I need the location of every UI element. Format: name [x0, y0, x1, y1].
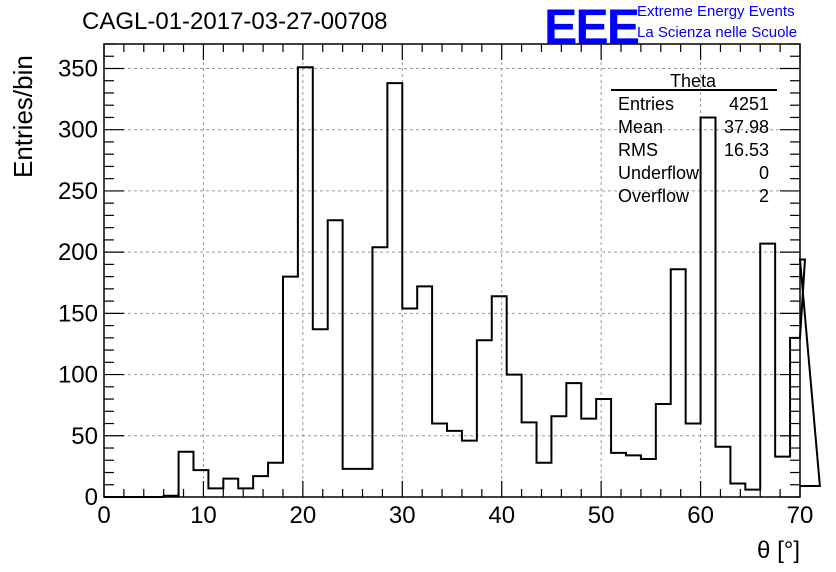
histogram-bin	[328, 220, 343, 497]
x-axis-label: θ [°]	[757, 537, 800, 564]
y-tick-label: 200	[58, 239, 98, 266]
histogram-bin	[537, 463, 552, 497]
x-tick-label: 60	[687, 502, 714, 529]
histogram-bin	[730, 484, 745, 497]
plot-frame	[103, 43, 801, 498]
histogram-bin	[671, 269, 686, 497]
eee-logo: EEE	[544, 0, 640, 55]
histogram-bin	[566, 383, 581, 497]
histogram-outline	[104, 66, 821, 498]
x-tick-label: 50	[588, 502, 615, 529]
histogram-bin	[253, 476, 268, 497]
tick-marks	[103, 43, 801, 498]
x-tick-label: 20	[290, 502, 317, 529]
histogram-bin	[417, 286, 432, 497]
stats-value: 16.53	[724, 140, 769, 160]
histogram-bin	[358, 469, 373, 497]
y-tick-label: 300	[58, 117, 98, 144]
histogram-bin	[596, 399, 611, 497]
stats-box-title: Theta	[670, 71, 717, 91]
histogram-bin	[298, 67, 313, 497]
histogram-bin	[223, 479, 238, 497]
histogram-bin	[611, 453, 626, 497]
brand-line-1: Extreme Energy Events	[637, 3, 795, 20]
axes	[103, 43, 801, 498]
histogram-bin	[268, 463, 283, 497]
histogram-bin	[432, 424, 447, 497]
grid-lines	[104, 44, 800, 497]
plot-title: CAGL-01-2017-03-27-00708	[82, 8, 388, 35]
histogram-bin	[193, 470, 208, 497]
histogram-bin	[641, 459, 656, 497]
histogram-bin	[790, 338, 800, 497]
stats-value: 4251	[729, 94, 769, 114]
histogram-bin	[745, 490, 760, 497]
histogram-bin	[551, 416, 566, 497]
y-tick-label: 250	[58, 178, 98, 205]
y-tick-label: 50	[71, 423, 98, 450]
histogram-bin	[701, 117, 716, 497]
y-tick-label: 100	[58, 362, 98, 389]
x-tick-label: 0	[97, 502, 110, 529]
histogram-bars	[104, 66, 821, 498]
y-tick-label: 0	[85, 484, 98, 511]
histogram-bin	[581, 419, 596, 497]
histogram-bin	[522, 422, 537, 497]
histogram-bin	[283, 277, 298, 497]
stats-label: RMS	[618, 140, 658, 160]
stats-label: Mean	[618, 117, 663, 137]
histogram-bin	[626, 455, 641, 497]
histogram-bin	[656, 404, 671, 497]
histogram-bin	[462, 441, 477, 497]
histogram-bin	[208, 488, 223, 497]
histogram-bin	[179, 452, 194, 497]
histogram-bin	[343, 469, 358, 497]
stats-value: 2	[759, 186, 769, 206]
y-tick-label: 150	[58, 300, 98, 327]
stats-label: Overflow	[618, 186, 690, 206]
histogram-bin	[477, 340, 492, 497]
histogram-bin	[402, 308, 417, 497]
stats-box: Theta Entries 4251 Mean 37.98 RMS 16.53 Underf…	[611, 71, 777, 206]
stats-label: Underflow	[618, 163, 700, 183]
histogram-bin	[492, 296, 507, 497]
histogram-bin	[447, 431, 462, 497]
histogram-bin	[760, 244, 775, 497]
brand-line-2: La Scienza nelle Scuole	[637, 24, 798, 41]
x-tick-label: 30	[389, 502, 416, 529]
stats-value: 37.98	[724, 117, 769, 137]
histogram-bin	[313, 329, 328, 497]
histogram-bin	[686, 424, 701, 497]
histogram-bin	[372, 247, 387, 497]
histogram-bin	[775, 457, 790, 497]
y-tick-label: 350	[58, 55, 98, 82]
histogram-bin	[238, 488, 253, 497]
histogram-bin	[387, 83, 402, 497]
stats-label: Entries	[618, 94, 674, 114]
x-tick-label: 10	[190, 502, 217, 529]
stats-value: 0	[759, 163, 769, 183]
x-tick-label: 70	[787, 502, 814, 529]
x-tick-label: 40	[488, 502, 515, 529]
histogram-bin	[715, 447, 730, 497]
y-axis-label: Entries/bin	[8, 55, 38, 178]
